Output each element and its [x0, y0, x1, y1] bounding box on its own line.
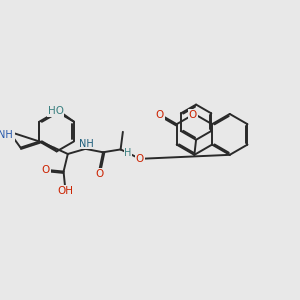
- Text: O: O: [189, 110, 197, 119]
- Text: HO: HO: [48, 106, 64, 116]
- Text: O: O: [136, 154, 144, 164]
- Text: O: O: [42, 165, 50, 175]
- Text: OH: OH: [57, 186, 73, 196]
- Text: NH: NH: [0, 130, 13, 140]
- Text: H: H: [124, 148, 132, 158]
- Text: O: O: [95, 169, 103, 179]
- Text: NH: NH: [79, 139, 94, 149]
- Text: O: O: [156, 110, 164, 119]
